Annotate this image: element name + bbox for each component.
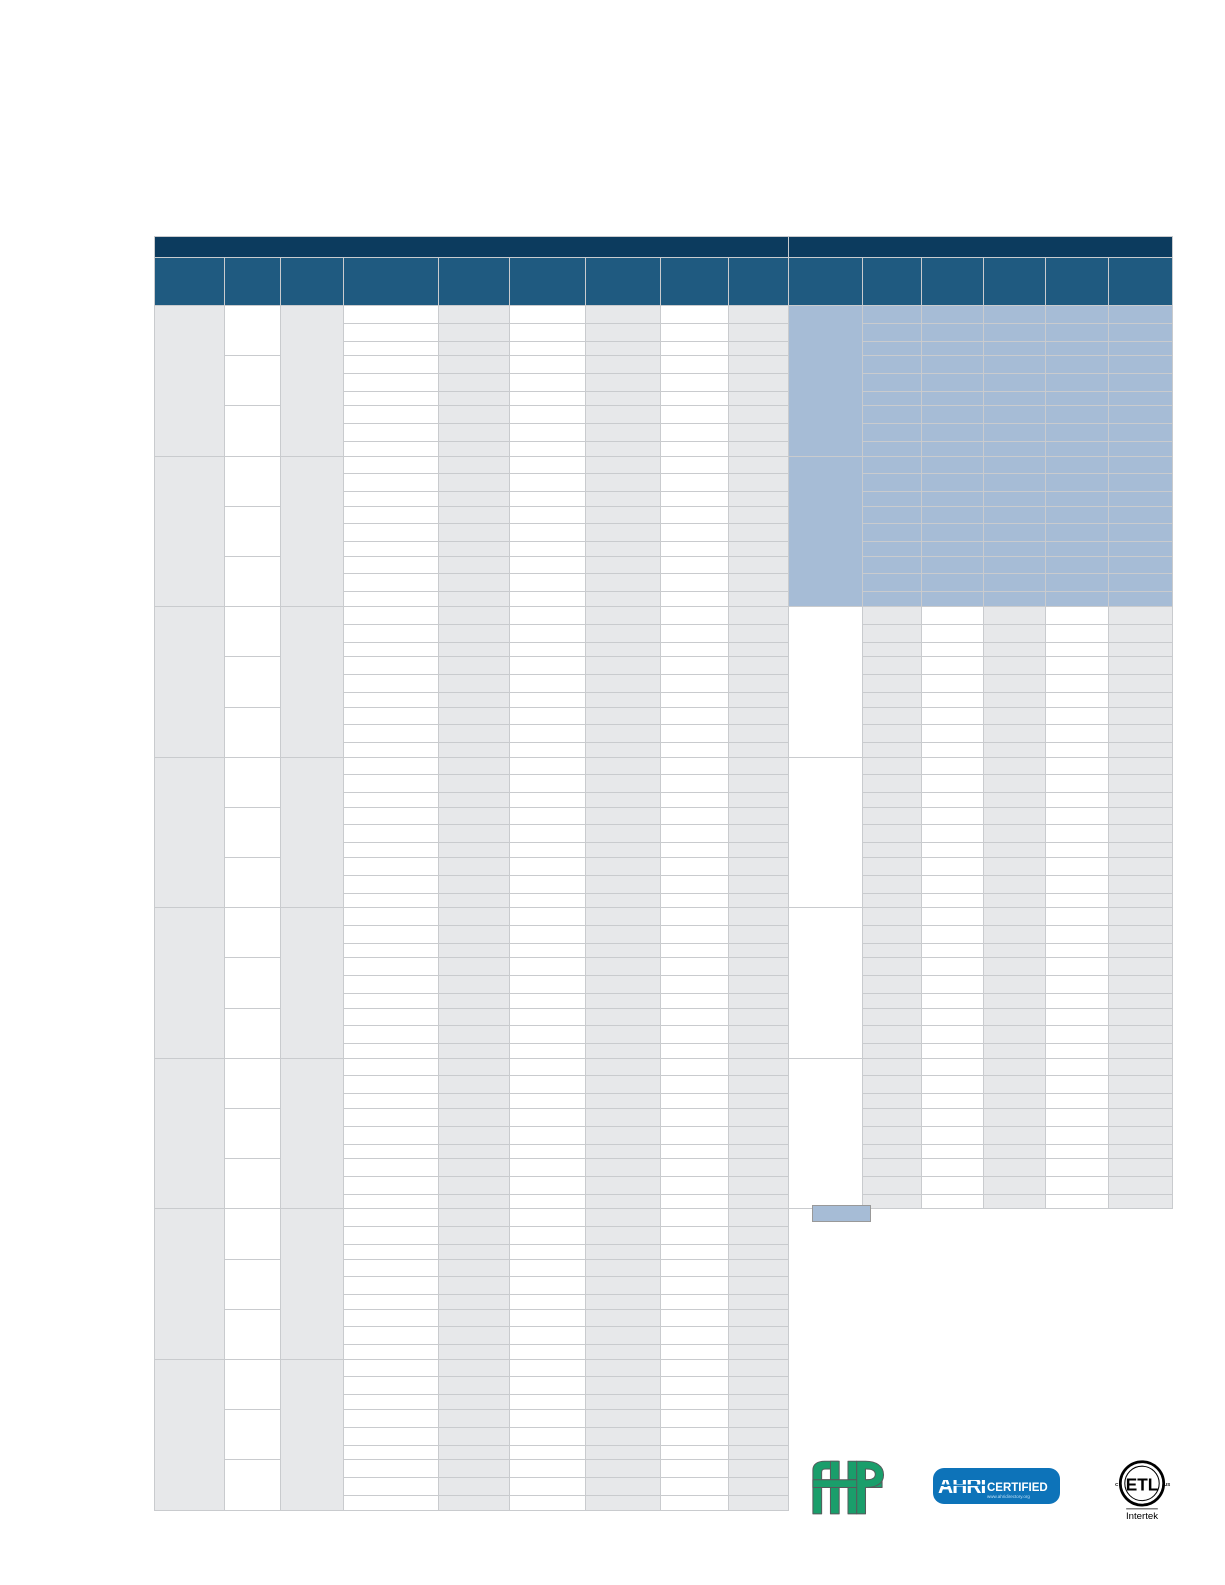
svg-text:ETL: ETL: [1126, 1474, 1158, 1494]
svg-text:Intertek: Intertek: [1126, 1511, 1158, 1522]
svg-text:www.ahridirectory.org: www.ahridirectory.org: [987, 1494, 1030, 1499]
svg-text:US: US: [1164, 1482, 1170, 1487]
svg-text:C: C: [1115, 1482, 1119, 1487]
svg-text:CERTIFIED: CERTIFIED: [987, 1482, 1048, 1494]
